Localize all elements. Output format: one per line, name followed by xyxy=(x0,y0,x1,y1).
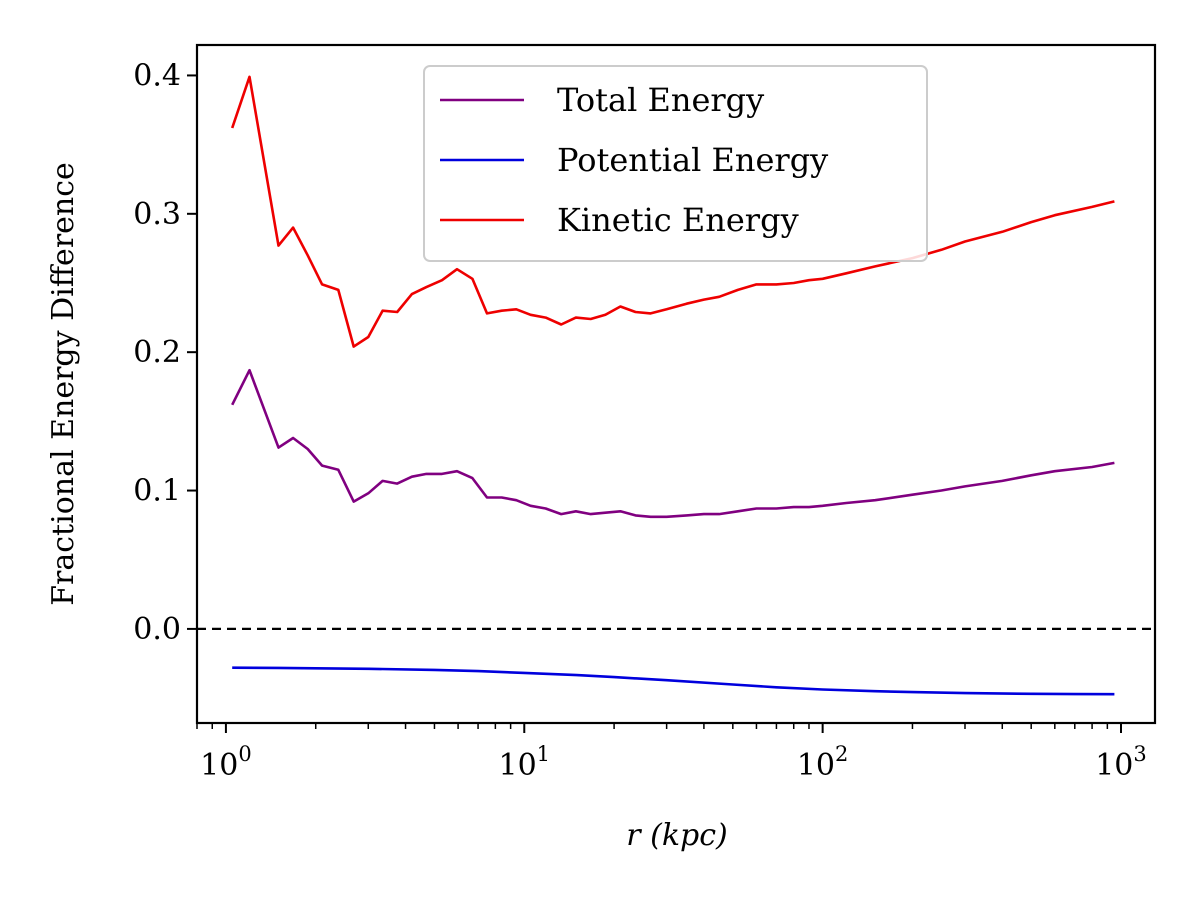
series-line-potential-energy xyxy=(232,666,1115,696)
legend-label: Potential Energy xyxy=(557,141,828,179)
y-axis-label: Fractional Energy Difference xyxy=(46,162,81,606)
y-tick-label: 0.4 xyxy=(133,58,181,93)
x-tick-label: 100 xyxy=(200,742,252,783)
y-tick-label: 0.2 xyxy=(133,335,181,370)
y-tick-label: 0.1 xyxy=(133,474,181,509)
x-tick-label: 101 xyxy=(498,742,550,783)
y-tick-label: 0.3 xyxy=(133,197,181,232)
x-tick-label: 102 xyxy=(797,742,849,783)
x-axis-label: r (kpc) xyxy=(626,818,727,853)
y-tick-label: 0.0 xyxy=(133,612,181,647)
x-tick-label: 103 xyxy=(1095,742,1147,783)
series-line-kinetic-energy xyxy=(230,75,1115,348)
series-line-total-energy xyxy=(231,368,1115,519)
x-axis: 100 101 102 103 xyxy=(196,723,1147,783)
legend: Total Energy Potential Energy Kinetic Ener… xyxy=(423,65,928,262)
y-axis: 0.0 0.1 0.2 0.3 0.4 xyxy=(133,58,197,647)
legend-frame xyxy=(423,65,928,262)
plot-frame xyxy=(195,43,1157,725)
series-layer xyxy=(230,75,1115,696)
legend-label: Kinetic Energy xyxy=(557,201,799,239)
legend-label: Total Energy xyxy=(557,81,764,119)
